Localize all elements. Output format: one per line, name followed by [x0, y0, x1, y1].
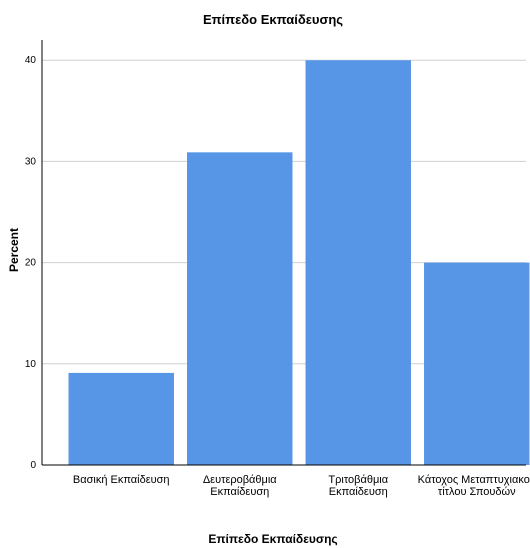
chart-title: Επίπεδο Εκπαίδευσης: [203, 12, 343, 27]
bar: [305, 60, 411, 465]
y-tick-labels: 0 10 20 30 40: [25, 55, 37, 471]
y-tick-label: 0: [30, 460, 36, 471]
bar: [187, 152, 293, 466]
x-tick-label-line: Τριτοβάθμια: [328, 474, 388, 486]
x-tick-label-line: Εκπαίδευση: [210, 486, 269, 498]
x-category-labels: Βασική Εκπαίδευση Δευτεροβάθμια Εκπαίδευση…: [73, 474, 530, 498]
y-axis-label: Percent: [7, 228, 21, 272]
x-tick-label: Τριτοβάθμια Εκπαίδευση: [328, 474, 388, 498]
y-tick-label: 20: [25, 258, 37, 269]
y-tick-label: 30: [25, 156, 37, 167]
x-tick-label-line: Βασική Εκπαίδευση: [73, 474, 170, 486]
y-tick-label: 40: [25, 55, 37, 66]
x-axis-label: Επίπεδο Εκπαίδευσης: [208, 532, 337, 546]
x-tick-label: Βασική Εκπαίδευση: [73, 474, 170, 486]
x-tick-label-line: Δευτεροβάθμια: [203, 474, 277, 486]
bar: [68, 372, 174, 465]
x-tick-label: Δευτεροβάθμια Εκπαίδευση: [203, 474, 277, 498]
x-tick-label-line: Εκπαίδευση: [329, 486, 388, 498]
bars: [68, 60, 530, 466]
axes: [41, 40, 526, 466]
x-tick-label-line: Κάτοχος Μεταπτυχιακού: [418, 474, 530, 486]
y-tick-label: 10: [25, 359, 37, 370]
x-tick-label: Κάτοχος Μεταπτυχιακού τίτλου Σπουδών: [418, 474, 530, 498]
x-tick-label-line: τίτλου Σπουδών: [438, 486, 516, 498]
bar: [424, 262, 530, 465]
